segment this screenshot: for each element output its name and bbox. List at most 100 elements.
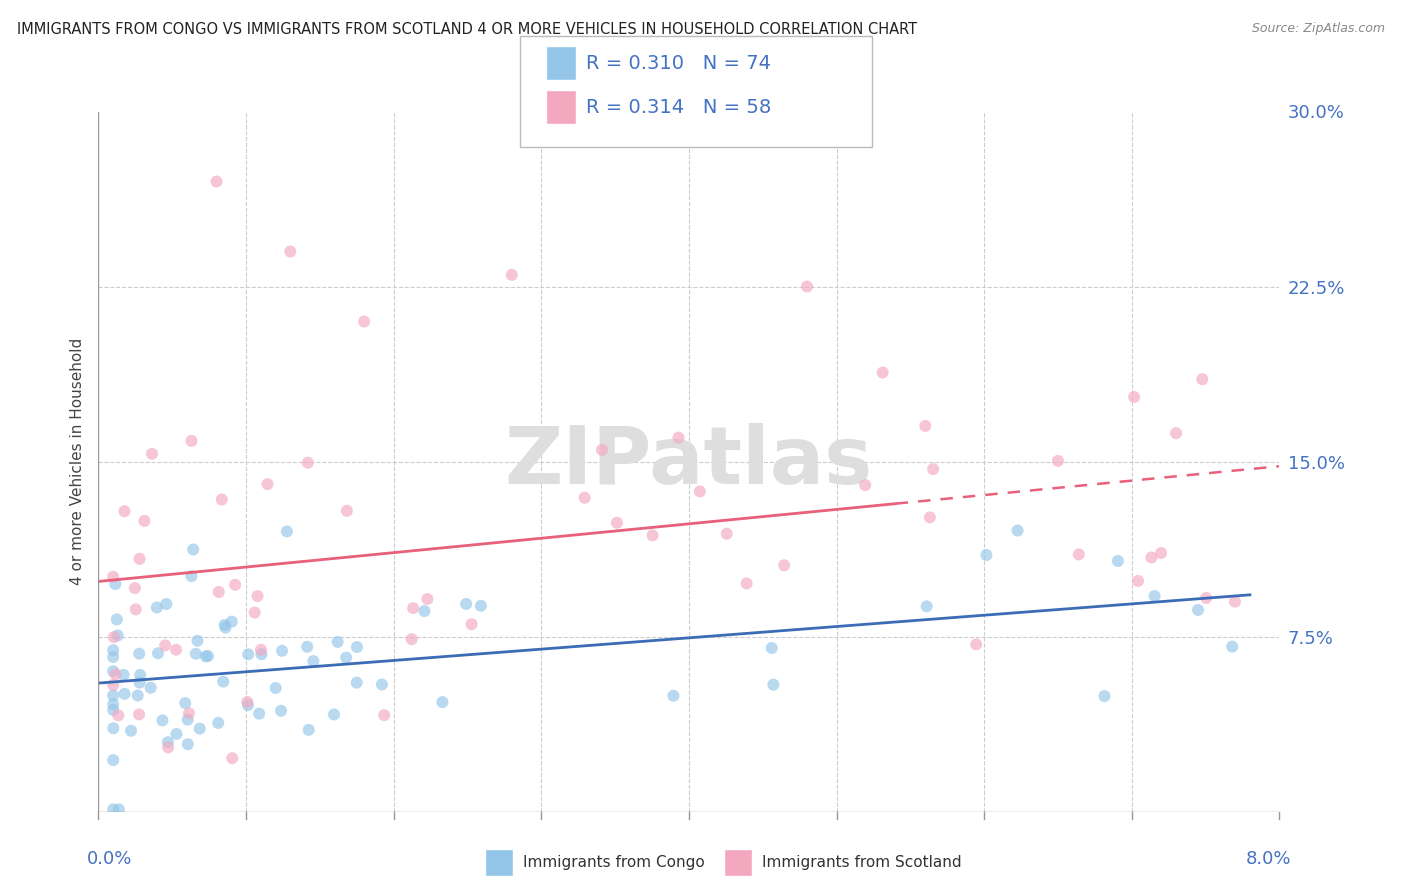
Point <box>103 630 125 644</box>
Point <box>124 581 146 595</box>
Point <box>250 642 273 657</box>
Text: Immigrants from Congo: Immigrants from Congo <box>523 855 704 870</box>
Point <box>773 558 796 573</box>
Point <box>104 577 127 591</box>
Point <box>156 735 179 749</box>
Point <box>157 740 180 755</box>
Point <box>965 637 987 651</box>
Point <box>432 695 454 709</box>
Point <box>214 618 236 632</box>
Point <box>166 727 188 741</box>
Point <box>1191 372 1213 386</box>
Point <box>922 462 945 476</box>
Point <box>662 689 685 703</box>
Point <box>335 650 357 665</box>
Point <box>297 456 319 470</box>
Point <box>165 642 187 657</box>
Point <box>103 703 125 717</box>
Point <box>918 510 941 524</box>
Point <box>205 174 228 188</box>
Point <box>214 621 236 635</box>
Point <box>1007 524 1029 538</box>
Point <box>212 674 235 689</box>
Point <box>236 695 259 709</box>
Point <box>641 528 664 542</box>
Text: 0.0%: 0.0% <box>87 850 132 868</box>
Point <box>416 592 439 607</box>
Point <box>188 722 211 736</box>
Point <box>371 677 394 691</box>
Point <box>108 802 131 816</box>
Point <box>323 707 346 722</box>
Point <box>243 606 266 620</box>
Point <box>280 244 302 259</box>
Point <box>402 601 425 615</box>
Point <box>735 576 758 591</box>
Point <box>326 635 349 649</box>
Text: Source: ZipAtlas.com: Source: ZipAtlas.com <box>1251 22 1385 36</box>
Point <box>128 647 150 661</box>
Point <box>103 570 125 584</box>
Point <box>141 447 163 461</box>
Point <box>346 675 368 690</box>
Point <box>401 632 423 647</box>
Point <box>1067 548 1090 562</box>
Point <box>606 516 628 530</box>
Point <box>373 708 395 723</box>
Point <box>1164 426 1187 441</box>
Point <box>103 753 125 767</box>
Point <box>1046 454 1069 468</box>
Point <box>221 615 243 629</box>
Point <box>1150 546 1173 560</box>
Point <box>1107 554 1129 568</box>
Point <box>238 648 260 662</box>
Point <box>211 492 233 507</box>
Point <box>574 491 596 505</box>
Point <box>103 689 125 703</box>
Point <box>853 478 876 492</box>
Point <box>914 419 936 434</box>
Point <box>460 617 482 632</box>
Point <box>184 647 207 661</box>
Point <box>127 689 149 703</box>
Point <box>128 675 150 690</box>
Point <box>1140 550 1163 565</box>
Text: 8.0%: 8.0% <box>1246 850 1291 868</box>
Point <box>155 597 177 611</box>
Point <box>112 668 135 682</box>
Point <box>103 664 125 678</box>
Point <box>276 524 298 539</box>
Point <box>103 802 125 816</box>
Point <box>915 599 938 614</box>
Point <box>762 678 785 692</box>
Point <box>246 589 269 603</box>
Point <box>872 366 894 380</box>
Point <box>346 640 368 654</box>
Point <box>207 715 229 730</box>
Point <box>761 641 783 656</box>
Point <box>107 708 129 723</box>
Point <box>264 681 287 695</box>
Point <box>114 687 136 701</box>
Point <box>297 640 319 654</box>
Point <box>1123 390 1146 404</box>
Point <box>187 633 209 648</box>
Point <box>146 600 169 615</box>
Point <box>153 639 176 653</box>
Point <box>1094 689 1116 703</box>
Point <box>470 599 492 613</box>
Point <box>501 268 523 282</box>
Point <box>128 552 150 566</box>
Point <box>336 504 359 518</box>
Point <box>1195 591 1218 605</box>
Point <box>103 650 125 665</box>
Point <box>197 648 219 663</box>
Point <box>1220 640 1243 654</box>
Point <box>1223 594 1246 608</box>
Point <box>221 751 243 765</box>
Point <box>1126 574 1149 588</box>
Point <box>107 628 129 642</box>
Point <box>177 706 200 721</box>
Point <box>353 315 375 329</box>
Point <box>114 504 136 518</box>
